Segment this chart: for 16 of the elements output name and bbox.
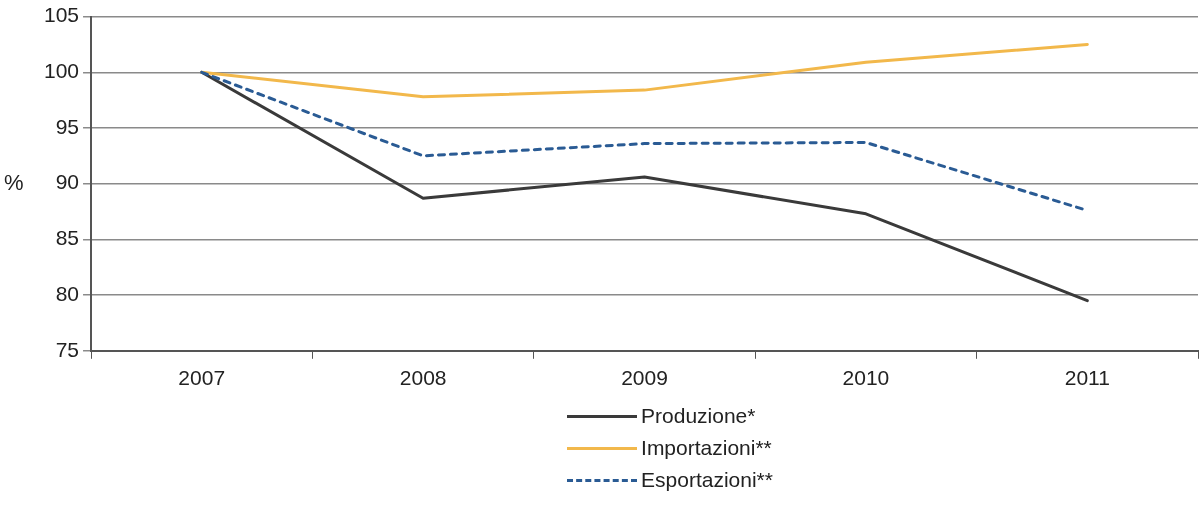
y-tick-label: 100: [43, 59, 80, 83]
y-tick-label: 105: [43, 3, 80, 27]
x-tick-label: 2008: [399, 366, 447, 390]
y-tick-label: 75: [55, 337, 80, 361]
legend-label: Produzione*: [641, 404, 756, 428]
y-tick-label: 85: [55, 226, 80, 250]
x-tick-label: 2011: [1064, 366, 1110, 390]
y-tick-label: 95: [55, 114, 80, 138]
x-tick-label: 2009: [621, 366, 668, 390]
x-tick-label: 2010: [842, 366, 890, 390]
legend-label: Esportazioni**: [641, 468, 773, 492]
legend-label: Importazioni**: [641, 436, 772, 460]
y-axis-title: %: [4, 169, 24, 195]
y-tick-label: 80: [55, 281, 80, 305]
x-tick-label: 2007: [178, 366, 226, 390]
y-tick-label: 90: [55, 170, 80, 194]
